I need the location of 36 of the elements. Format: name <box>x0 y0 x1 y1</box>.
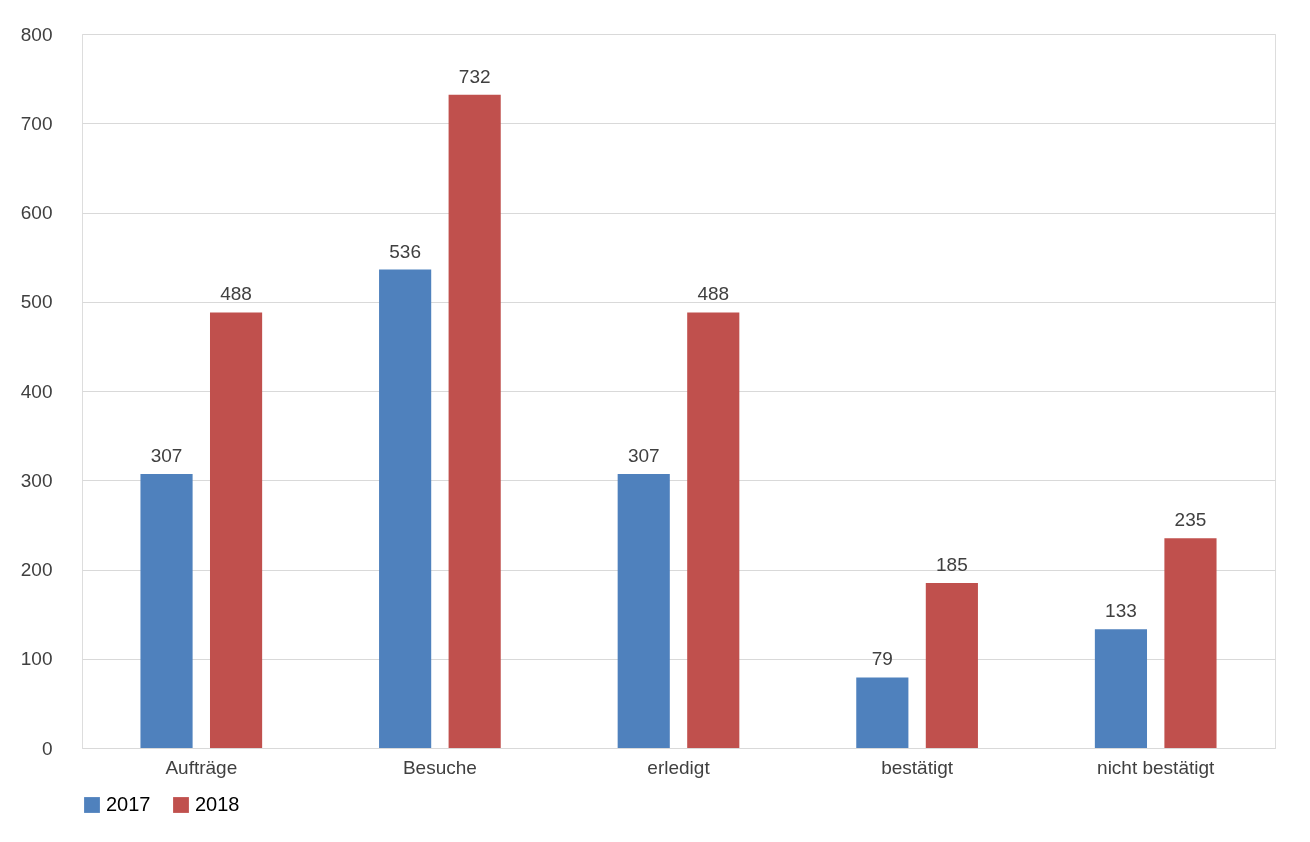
data-label: 133 <box>1105 600 1137 622</box>
data-label: 536 <box>389 240 421 262</box>
bar <box>617 474 670 748</box>
x-tick-label: erledigt <box>647 756 711 778</box>
data-label: 185 <box>936 553 968 575</box>
bar <box>1164 538 1217 748</box>
x-tick-label: bestätigt <box>881 756 954 778</box>
legend-label: 2018 <box>195 793 240 815</box>
data-label: 488 <box>220 283 252 305</box>
bar <box>856 677 909 748</box>
bar <box>1094 629 1148 748</box>
bar <box>379 269 432 748</box>
data-label: 307 <box>627 445 660 466</box>
y-tick-label: 400 <box>20 380 53 402</box>
y-tick-label: 200 <box>20 559 53 580</box>
bar <box>209 312 263 748</box>
data-label: 79 <box>871 648 893 670</box>
data-label: 307 <box>150 445 183 466</box>
y-tick-label: 300 <box>20 469 53 491</box>
y-tick-label: 0 <box>41 737 53 759</box>
data-label: 488 <box>697 283 730 305</box>
y-tick-label: 100 <box>20 648 53 670</box>
y-tick-label: 700 <box>20 112 53 134</box>
y-tick-label: 500 <box>20 291 53 313</box>
data-label: 235 <box>1174 509 1207 531</box>
bar <box>925 582 978 748</box>
legend-label: 2017 <box>106 793 151 815</box>
x-tick-label: Besuche <box>402 756 477 778</box>
x-tick-label: nicht bestätigt <box>1097 756 1216 778</box>
bar <box>448 94 501 748</box>
y-tick-label: 800 <box>20 23 53 45</box>
y-tick-label: 600 <box>20 202 53 223</box>
bar <box>140 474 193 748</box>
bar <box>687 312 740 748</box>
x-tick-label: Aufträge <box>165 756 238 778</box>
data-label: 732 <box>458 65 491 87</box>
